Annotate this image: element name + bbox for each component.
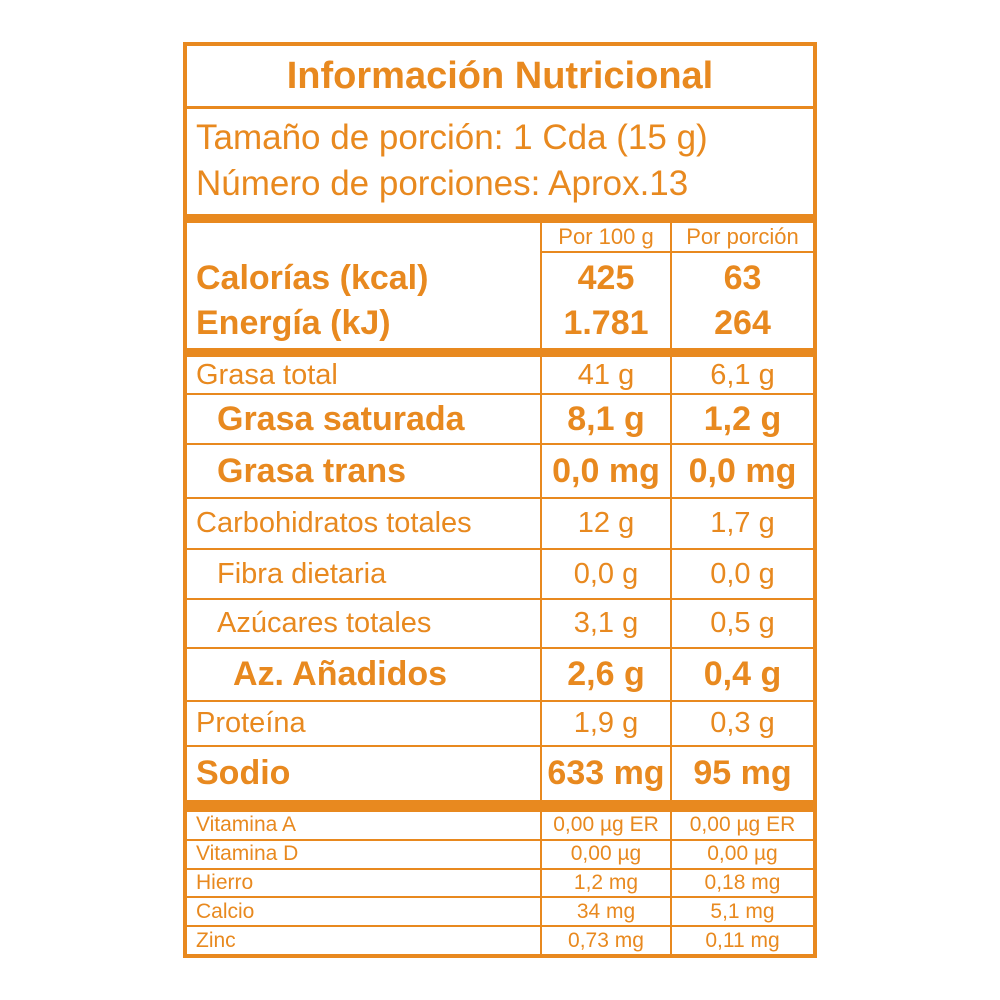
per-portion-value: 0,18 mg	[670, 869, 813, 897]
nutrient-label: Vitamina D	[196, 842, 299, 866]
section-divider-bar	[187, 348, 813, 357]
nutrition-label: Información Nutricional Tamaño de porció…	[183, 42, 817, 958]
per-100g-value: 3,1 g	[540, 600, 670, 647]
energy-labels: Calorías (kcal) Energía (kJ)	[187, 253, 540, 348]
per-portion-value: 0,00 µg ER	[670, 812, 813, 839]
per-portion-value: 0,11 mg	[670, 927, 813, 954]
nutrient-label: Vitamina A	[196, 813, 297, 837]
per-100g-value: 633 mg	[540, 747, 670, 800]
column-header-row: Por 100 g Por porción	[187, 223, 813, 253]
nutrient-label: Grasa trans	[217, 451, 406, 490]
calories-per-portion-value: 63	[723, 258, 762, 297]
energy-per-portion-values: 63 264	[670, 253, 813, 348]
table-row: Proteína 1,9 g 0,3 g	[187, 700, 813, 745]
table-row: Grasa saturada 8,1 g 1,2 g	[187, 393, 813, 443]
table-row: Carbohidratos totales 12 g 1,7 g	[187, 497, 813, 548]
nutrient-label: Proteína	[196, 707, 306, 739]
table-row: Grasa total 41 g 6,1 g	[187, 357, 813, 393]
energy-kj-per-portion-value: 264	[714, 303, 771, 342]
per-portion-value: 0,5 g	[670, 600, 813, 647]
per-portion-value: 0,00 µg	[670, 840, 813, 868]
nutrient-label: Fibra dietaria	[217, 557, 387, 590]
column-header-spacer	[187, 223, 540, 253]
nutrient-label: Azúcares totales	[217, 607, 432, 639]
per-100g-value: 1,9 g	[540, 702, 670, 745]
per-100g-value: 2,6 g	[540, 649, 670, 700]
per-100g-value: 1,2 mg	[540, 869, 670, 897]
per-100g-value: 0,0 g	[540, 550, 670, 598]
nutrient-label: Carbohidratos totales	[196, 507, 472, 539]
servings-per-container-text: Número de porciones: Aprox.13	[196, 164, 689, 203]
per-portion-value: 5,1 mg	[670, 898, 813, 926]
per-portion-value: 0,3 g	[670, 702, 813, 745]
table-row: Azúcares totales 3,1 g 0,5 g	[187, 598, 813, 647]
per-100g-value: 34 mg	[540, 898, 670, 926]
section-divider-bar	[187, 214, 813, 223]
table-row: Grasa trans 0,0 mg 0,0 mg	[187, 443, 813, 497]
table-row: Zinc 0,73 mg 0,11 mg	[187, 925, 813, 954]
per-100g-value: 0,73 mg	[540, 927, 670, 954]
serving-info: Tamaño de porción: 1 Cda (15 g) Número d…	[187, 109, 813, 214]
per-portion-value: 1,2 g	[670, 395, 813, 443]
per-100g-value: 0,0 mg	[540, 445, 670, 497]
table-row: Calcio 34 mg 5,1 mg	[187, 896, 813, 926]
table-row: Sodio 633 mg 95 mg	[187, 745, 813, 800]
energy-per-100g-values: 425 1.781	[540, 253, 670, 348]
calories-per-100g-value: 425	[577, 258, 635, 297]
column-header-per-portion: Por porción	[670, 223, 813, 253]
nutrient-label: Sodio	[196, 754, 291, 792]
energy-kj-per-100g-value: 1.781	[563, 303, 649, 342]
energy-section: Calorías (kcal) Energía (kJ) 425 1.781 6…	[187, 253, 813, 348]
nutrient-label: Zinc	[196, 928, 236, 952]
per-portion-value: 0,4 g	[670, 649, 813, 700]
nutrient-label: Calcio	[196, 899, 255, 923]
nutrient-label: Hierro	[196, 870, 254, 894]
nutrient-label: Az. Añadidos	[233, 655, 448, 693]
table-row: Hierro 1,2 mg 0,18 mg	[187, 867, 813, 897]
per-100g-value: 0,00 µg ER	[540, 812, 670, 839]
energy-kj-label: Energía (kJ)	[196, 303, 391, 342]
per-100g-value: 0,00 µg	[540, 840, 670, 868]
table-row: Vitamina D 0,00 µg 0,00 µg	[187, 838, 813, 868]
per-portion-value: 95 mg	[670, 747, 813, 800]
per-100g-value: 12 g	[540, 499, 670, 548]
serving-size-text: Tamaño de porción: 1 Cda (15 g)	[196, 118, 708, 157]
per-100g-value: 41 g	[540, 357, 670, 393]
label-title: Información Nutricional	[187, 46, 813, 109]
table-row: Fibra dietaria 0,0 g 0,0 g	[187, 548, 813, 598]
calories-label: Calorías (kcal)	[196, 258, 429, 297]
per-portion-value: 1,7 g	[670, 499, 813, 548]
column-header-per-100g: Por 100 g	[540, 223, 670, 253]
nutrient-label: Grasa total	[196, 358, 338, 391]
per-portion-value: 0,0 mg	[670, 445, 813, 497]
nutrient-label: Grasa saturada	[217, 399, 465, 438]
table-row: Vitamina A 0,00 µg ER 0,00 µg ER	[187, 812, 813, 839]
per-100g-value: 8,1 g	[540, 395, 670, 443]
per-portion-value: 6,1 g	[670, 357, 813, 393]
per-portion-value: 0,0 g	[670, 550, 813, 598]
micronutrient-table: Vitamina A 0,00 µg ER 0,00 µg ER Vitamina D…	[187, 812, 813, 954]
table-row: Az. Añadidos 2,6 g 0,4 g	[187, 647, 813, 700]
section-divider-bar	[187, 800, 813, 812]
